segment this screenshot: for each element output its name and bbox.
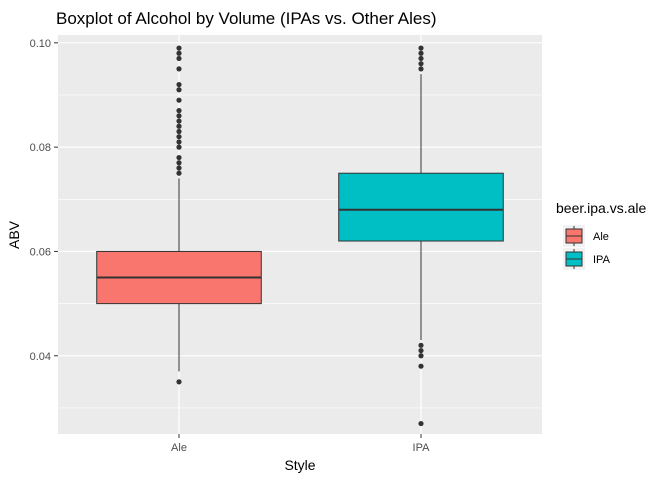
outlier-point — [176, 87, 182, 93]
legend-title: beer.ipa.vs.ale — [556, 200, 646, 216]
outlier-point — [176, 379, 182, 385]
outlier-point — [176, 139, 182, 145]
outlier-point — [176, 134, 182, 140]
outlier-point — [176, 123, 182, 129]
outlier-point — [176, 97, 182, 103]
legend-items: Ale IPA — [563, 225, 611, 270]
outlier-point — [176, 55, 182, 62]
outlier-point — [418, 420, 424, 427]
outlier-point — [176, 108, 182, 114]
outlier-point — [176, 154, 182, 161]
x-tick-label: Ale — [171, 442, 187, 454]
outlier-point — [176, 118, 182, 124]
outlier-point — [418, 66, 424, 72]
outlier-point — [176, 170, 182, 176]
x-axis: Ale IPA — [171, 434, 430, 454]
outlier-point — [176, 144, 182, 150]
outlier-point — [176, 160, 182, 166]
y-tick-label: 0.10 — [30, 38, 51, 50]
chart-title: Boxplot of Alcohol by Volume (IPAs vs. O… — [56, 9, 436, 28]
outlier-point — [176, 165, 182, 171]
outlier-point — [418, 55, 424, 62]
legend-item-label: IPA — [593, 254, 611, 266]
boxes-layer — [96, 45, 504, 427]
outlier-point — [418, 50, 424, 56]
x-tick-label: IPA — [413, 442, 431, 454]
outlier-point — [176, 50, 182, 56]
outlier-point — [176, 128, 182, 135]
y-axis: 0.04 0.06 0.08 0.10 — [30, 38, 58, 363]
box-body — [338, 172, 504, 242]
x-axis-label: Style — [284, 457, 315, 473]
legend-item-ale: Ale — [563, 225, 609, 247]
outlier-point — [418, 45, 424, 51]
y-tick-label: 0.06 — [30, 246, 51, 258]
outlier-point — [418, 363, 424, 369]
legend: beer.ipa.vs.ale Ale IPA — [556, 200, 646, 270]
outlier-point — [418, 347, 424, 354]
outlier-point — [418, 353, 424, 359]
outlier-point — [418, 342, 424, 348]
box-ipa — [338, 45, 504, 427]
box-ale — [96, 45, 262, 385]
y-tick-label: 0.04 — [30, 351, 51, 363]
legend-item-ipa: IPA — [563, 248, 611, 270]
y-axis-label: ABV — [6, 220, 22, 249]
y-tick-label: 0.08 — [30, 142, 51, 154]
outlier-point — [176, 45, 182, 51]
outlier-point — [176, 66, 182, 72]
outlier-point — [176, 113, 182, 119]
outlier-point — [176, 81, 182, 88]
legend-item-label: Ale — [593, 231, 609, 243]
outlier-point — [418, 61, 424, 67]
